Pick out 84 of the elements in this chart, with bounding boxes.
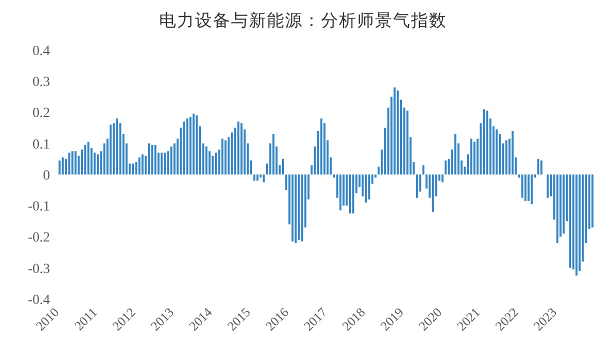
bar [530,174,533,204]
bar [368,174,370,200]
bar [96,154,99,174]
bar [116,118,118,174]
bar [562,174,565,234]
bar [186,118,188,174]
y-tick-label: -0.4 [28,292,50,308]
bar [422,165,424,174]
bar [58,160,61,174]
bar [148,143,150,174]
bar [237,122,240,174]
bar [505,140,508,174]
bar [486,110,488,174]
x-tick-label: 2011 [71,304,100,334]
bar [470,138,472,174]
bar [364,174,367,203]
bar [524,174,526,201]
bar [74,151,77,174]
bar [214,152,217,174]
bar [205,146,208,174]
bar [432,174,434,212]
bar [151,144,154,174]
bar [170,146,172,174]
y-tick-label: 0.3 [32,75,50,90]
bar [256,174,258,181]
bar [189,116,192,174]
y-tick-label: -0.3 [28,262,50,277]
bar [394,87,396,174]
y-tick-label: 0 [43,168,50,184]
bar [521,174,524,198]
bar [591,174,594,228]
bar [292,174,294,242]
bar [282,158,284,174]
y-tick-label: 0.2 [32,106,50,122]
bar [192,114,195,174]
bar [84,144,86,174]
y-tick-label: -0.2 [28,230,50,246]
bar [352,174,354,214]
y-tick-label: -0.1 [28,200,50,215]
bar [444,160,447,174]
bar [132,164,134,174]
bar [110,124,112,174]
bar [473,142,476,174]
bar [540,160,542,174]
bar [528,174,530,201]
bar [224,140,227,174]
bar [68,152,70,174]
bar [396,90,399,174]
bar [253,174,256,181]
bar [556,174,558,243]
bar [416,174,418,198]
bar [441,174,444,182]
bar [154,144,156,174]
bar [160,152,163,174]
bar [406,110,408,174]
bar [537,158,540,174]
bar [71,151,74,174]
bar [272,134,274,174]
bar [575,174,578,276]
y-tick-label: 0.1 [32,137,50,152]
bar [320,118,322,174]
bar [546,174,549,198]
bar [348,174,351,214]
bar [62,157,64,174]
bar [221,138,224,174]
y-tick-label: 0.4 [32,44,50,59]
bar [301,174,304,242]
bar [339,174,342,210]
bar [183,122,186,174]
bar [164,152,166,174]
bar [240,123,242,174]
bar [138,157,140,174]
bar [454,134,456,174]
bar [142,154,144,174]
bar [569,174,572,268]
bar [196,115,198,174]
bar [496,129,498,174]
bar [230,132,233,174]
bar [294,174,297,243]
bar [87,142,90,174]
bar [482,109,485,174]
bar [298,174,300,240]
bar [262,174,265,182]
chart-title: 电力设备与新能源：分析师景气指数 [158,10,448,32]
